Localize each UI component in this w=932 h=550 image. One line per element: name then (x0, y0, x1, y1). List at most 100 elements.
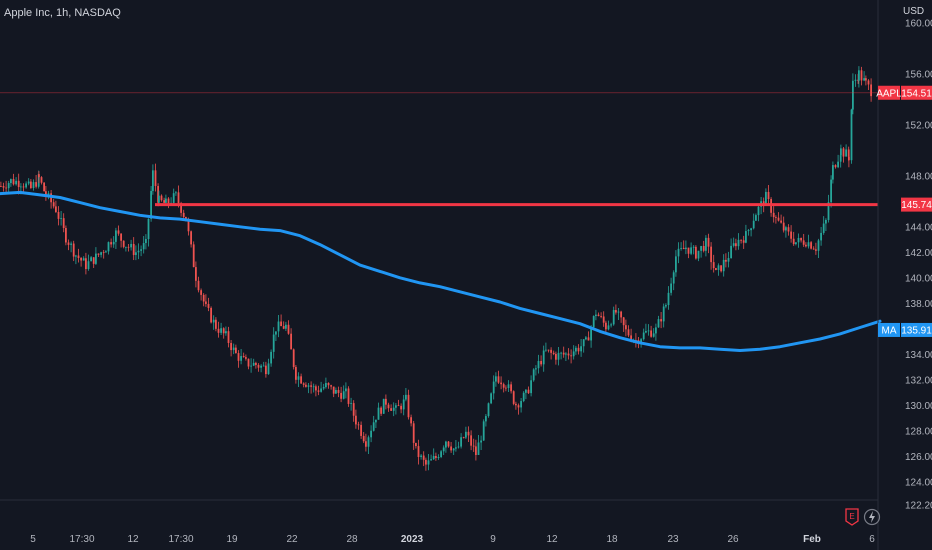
candle (780, 214, 782, 224)
candle (557, 346, 560, 366)
candle (657, 315, 660, 328)
candle (360, 421, 362, 439)
x-tick-label: 9 (490, 534, 496, 545)
candle (275, 331, 277, 341)
x-tick-label: 2023 (401, 534, 424, 545)
candle (685, 240, 687, 255)
flag-e-icon[interactable]: E (845, 508, 859, 526)
candle (300, 373, 302, 385)
candle (287, 320, 290, 335)
candle (832, 161, 834, 184)
candle (627, 325, 630, 338)
candle (225, 326, 227, 336)
x-tick-label: 17:30 (168, 534, 193, 545)
candle (415, 442, 417, 449)
candle (105, 250, 107, 253)
candle (710, 242, 712, 270)
candle (770, 197, 772, 217)
candle (457, 441, 460, 449)
candle (675, 250, 677, 277)
svg-text:154.51: 154.51 (901, 88, 932, 99)
candle (577, 344, 580, 355)
candle (422, 451, 425, 467)
ma-value-tag: MA 135.91 (878, 322, 932, 337)
candle (435, 452, 437, 461)
candle (395, 402, 397, 415)
candle (35, 175, 37, 189)
candle (670, 277, 672, 296)
candle (290, 328, 292, 350)
candle (515, 401, 517, 410)
candle (720, 265, 722, 273)
x-tick-label: 23 (667, 534, 679, 545)
candle (642, 328, 645, 341)
currency-unit: USD (903, 6, 925, 17)
candle (200, 288, 202, 301)
candle (330, 384, 332, 390)
candle (190, 230, 192, 248)
candle (347, 386, 350, 407)
candle (834, 164, 837, 169)
candle (165, 194, 167, 204)
candle (825, 218, 827, 232)
candle (772, 206, 775, 223)
candle (250, 358, 252, 373)
candle (115, 227, 117, 250)
candle (575, 345, 577, 355)
candle (207, 297, 210, 312)
candle (745, 224, 747, 244)
candle (295, 365, 297, 384)
candle (57, 206, 60, 226)
candle (127, 244, 130, 252)
candle (510, 381, 512, 394)
candle (175, 191, 177, 196)
candle (45, 186, 47, 201)
y-tick-label: 138.00 (905, 299, 932, 310)
x-tick-label: 6 (869, 534, 875, 545)
candle (357, 421, 360, 430)
candle (795, 242, 797, 246)
candle (497, 370, 500, 384)
y-tick-label: 126.00 (905, 452, 932, 463)
x-tick-label: 5 (30, 534, 36, 545)
candle (572, 345, 575, 360)
candle (390, 404, 392, 412)
candle (112, 236, 115, 248)
candle (38, 171, 40, 183)
candle (307, 382, 310, 394)
lightning-icon[interactable] (863, 508, 881, 526)
candle (665, 303, 667, 309)
candle (477, 434, 480, 456)
candle (725, 253, 727, 268)
candle (32, 179, 35, 191)
candle (525, 389, 527, 400)
candle (527, 386, 530, 394)
candle (305, 382, 307, 388)
candle (437, 454, 440, 460)
candle (325, 377, 327, 389)
candle (52, 198, 55, 209)
candle (595, 309, 597, 321)
candle (337, 386, 340, 398)
candle (592, 315, 595, 330)
candle (237, 350, 240, 368)
candle (257, 363, 260, 372)
candle (472, 438, 475, 452)
candle (682, 240, 685, 250)
candle (370, 425, 372, 443)
candle (95, 247, 97, 265)
candle (842, 147, 845, 163)
candle (570, 349, 572, 364)
candle (752, 213, 755, 230)
candle (687, 247, 690, 259)
candle (152, 164, 154, 195)
candle (62, 213, 65, 233)
candle (75, 254, 77, 265)
candle (372, 415, 375, 432)
candle (445, 440, 447, 453)
candle (315, 384, 317, 397)
x-tick-label: 12 (127, 534, 139, 545)
level-price-tag: 145.74 (901, 197, 932, 212)
candle (417, 439, 420, 465)
